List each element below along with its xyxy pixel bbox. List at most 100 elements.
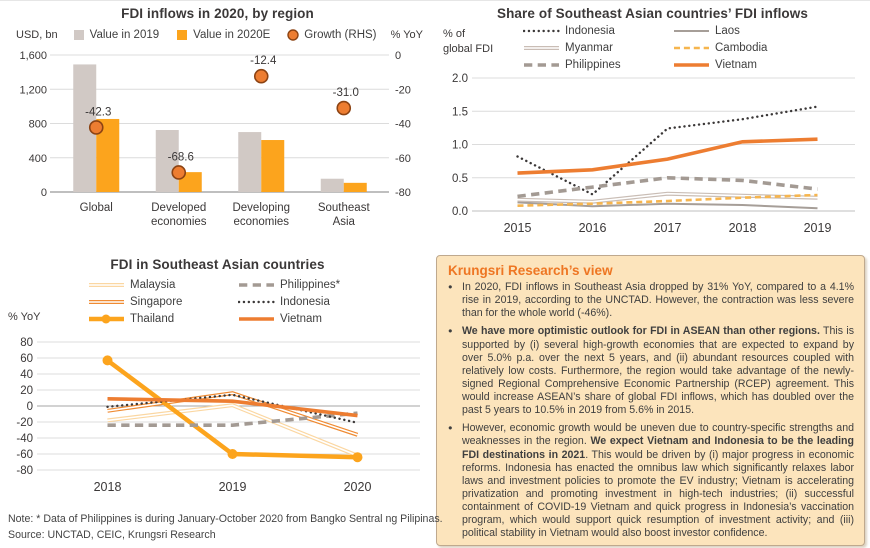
legend-line-swatch [89,314,124,323]
y-axis-tick: 1.0 [452,140,468,152]
bullet-text: This is supported by (i) several high-gr… [462,325,855,417]
bar-chart-plot: 0 400 800 1,200 1,600 0 -20 -40 -60 -80 Global Deve… [19,50,411,228]
share-chart-legend: Indonesia Laos Myanmar Cambodia Philippines V… [523,22,833,73]
right-axis-unit-label: % YoY [390,28,423,41]
legend-line-swatch [674,46,709,49]
legend-label: Value in 2019 [89,28,160,41]
legend-line-swatch [674,29,709,32]
bullet-text: However, economic growth would be uneven… [462,422,854,448]
category-label: Developing economies [232,202,290,228]
x-axis-tick: 2020 [344,480,372,494]
panel-share-of-global-fdi: Share of Southeast Asian countries’ FDI … [435,1,870,246]
bar-chart-legend: Value in 2019 Value in 2020E Growth (RHS) [72,27,377,43]
series-line-malaysia-inner [107,404,358,457]
x-axis-tick: 2016 [579,221,607,235]
legend-label: Philippines* [280,278,341,291]
legend-label: Thailand [130,312,175,325]
legend-square-swatch [73,30,84,40]
legend-line-swatch [523,29,561,32]
series-line-vietnam [517,137,818,175]
legend-label: Malaysia [130,278,176,291]
x-axis-tick: 2019 [804,221,832,235]
sea-chart-legend-block: % YoY Malaysia Philippines* Singapore Indon… [0,276,435,327]
series-line-philippines- [107,411,358,427]
left-axis-tick: 1,600 [19,50,47,62]
legend-line-swatch [674,62,709,67]
legend-item-thailand: Thailand [88,310,238,327]
sea-chart-legend: Malaysia Philippines* Singapore Indonesia Th… [88,276,398,327]
legend-label: Indonesia [280,295,330,308]
bar-chart-legend-row: USD, bn Value in 2019 Value in 2020E Growt… [0,21,435,43]
y-axis-tick: 60 [20,353,33,365]
right-axis-tick: 0 [395,50,401,62]
series-line-indonesia [106,393,359,424]
legend-line-swatch [524,62,559,67]
legend-item-malaysia: Malaysia [88,276,238,293]
bar-value-in-2019-1 [73,64,97,192]
bullet-text-bold: We expect Vietnam and Indonesia to be th… [462,435,855,461]
share-y-axis-unit-label: % of global FDI [443,28,494,55]
legend-square-swatch [177,30,188,40]
footnote: Note: * Data of Philippines is during Ja… [8,513,443,525]
krungsri-research-view-box: Krungsri Research’s view In 2020, FDI in… [436,255,865,546]
chart-title-fdi-by-region: FDI inflows in 2020, by region [121,6,314,21]
growth-dot-2 [171,165,187,180]
legend-label: Laos [715,24,740,37]
y-axis-tick: 0.0 [452,206,468,218]
y-axis-tick: 0 [27,401,33,413]
legend-item-value-in-2019: Value in 2019 [72,27,159,43]
x-axis-tick: 2019 [219,480,247,494]
legend-item-philippines: Philippines [523,56,673,73]
legend-label: Vietnam [715,58,757,71]
category-label: Global [80,202,113,214]
marker-thailand-1 [102,355,113,366]
category-label: Developed economies [151,202,207,228]
legend-label: Cambodia [715,41,768,54]
view-bullet-2: We have more optimistic outlook for FDI … [447,325,854,417]
legend-label: Vietnam [280,312,322,325]
x-axis-tick: 2015 [504,221,532,235]
y-axis-tick: 80 [20,337,33,349]
left-axis-tick: 0 [41,187,47,199]
y-axis-tick: -80 [16,465,33,477]
legend-line-swatch [238,300,276,303]
growth-dot-1 [88,120,104,135]
bar-value-in-2019-4 [320,178,344,192]
chart-title-share-of-global-fdi: Share of Southeast Asian countries’ FDI … [496,6,808,21]
growth-data-label: -31.0 [333,87,359,99]
share-chart-legend-block: % of global FDI Indonesia Laos Myanmar Camb… [435,22,870,73]
legend-line-swatch [239,282,274,287]
legend-item-philippines-: Philippines* [238,276,398,293]
legend-dot-swatch [287,29,299,41]
sea-y-axis-unit-label: % YoY [8,311,41,324]
legend-item-vietnam: Vietnam [238,310,398,327]
legend-item-indonesia: Indonesia [238,293,398,310]
y-axis-tick: 20 [20,385,33,397]
growth-data-label: -12.4 [250,55,277,67]
x-axis-tick: 2018 [94,480,122,494]
view-box-title: Krungsri Research’s view [448,263,613,278]
growth-dot-4 [336,100,352,116]
legend-item-growth-rhs-: Growth (RHS) [286,27,377,43]
category-label: Southeast Asia [318,202,371,228]
y-axis-tick: 2.0 [452,73,468,85]
bar-value-in-2020e-4 [343,182,367,192]
panel-fdi-in-sea-countries: FDI in Southeast Asian countries % YoY M… [0,246,435,511]
y-axis-tick: -60 [16,449,33,461]
right-axis-tick: -60 [395,153,411,165]
series-line-indonesia [516,105,819,196]
bar-value-in-2020e-1 [96,118,120,192]
legend-label: Myanmar [565,41,613,54]
bar-value-in-2020e-3 [261,140,285,192]
legend-line-swatch [239,316,274,321]
y-axis-tick: -40 [16,433,33,445]
legend-item-singapore: Singapore [88,293,238,310]
view-bullet-3: However, economic growth would be uneven… [447,422,854,540]
x-axis-tick: 2017 [654,221,682,235]
view-bullet-1: In 2020, FDI inflows in Southeast Asia d… [447,281,854,320]
y-axis-tick: 0.5 [452,173,468,185]
legend-item-cambodia: Cambodia [673,39,833,56]
bullet-text: . This would be driven by (i) major prog… [462,448,854,540]
bar-value-in-2020e-2 [178,172,202,192]
